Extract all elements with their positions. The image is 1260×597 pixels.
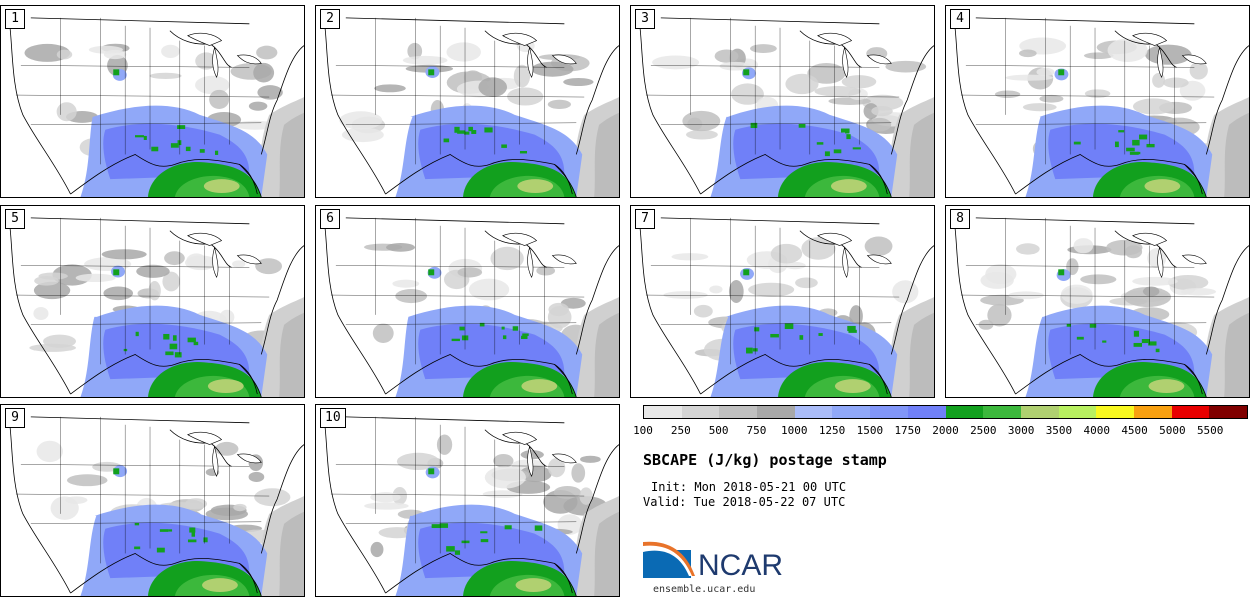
conus-map-icon — [953, 17, 1249, 197]
conus-map-icon — [8, 416, 304, 596]
panel-number-label: 4 — [950, 9, 970, 29]
colorbar-segment-6 — [870, 406, 908, 418]
ensemble-member-panel-8: 8 — [945, 205, 1250, 398]
ensemble-member-panel-2: 2 — [315, 5, 620, 198]
ensemble-member-panel-5: 5 — [0, 205, 305, 398]
panel-number-label: 2 — [320, 9, 340, 29]
panel-number-label: 7 — [635, 209, 655, 229]
colorbar-segment-9 — [983, 406, 1021, 418]
init-time: Init: Mon 2018-05-21 00 UTC — [651, 480, 847, 494]
conus-map-icon — [8, 17, 304, 197]
ensemble-member-panel-6: 6 — [315, 205, 620, 398]
colorbar-tick-label: 100 — [633, 424, 653, 437]
panel-number-label: 5 — [5, 209, 25, 229]
panel-number-label: 9 — [5, 408, 25, 428]
colorbar-tick-label: 3000 — [1007, 424, 1035, 437]
ensemble-member-panel-7: 7 — [630, 205, 935, 398]
colorbar-segment-12 — [1096, 406, 1134, 418]
panel-number-label: 6 — [320, 209, 340, 229]
colorbar-segment-0 — [644, 406, 682, 418]
ensemble-member-panel-10: 10 — [315, 404, 620, 597]
ncar-logo-text: NCAR — [698, 549, 784, 582]
panel-number-label: 10 — [320, 408, 346, 428]
colorbar-tick-label: 4500 — [1121, 424, 1148, 437]
conus-map-icon — [323, 416, 619, 596]
conus-map-icon — [8, 217, 304, 397]
panel-number-label: 8 — [950, 209, 970, 229]
colorbar-segment-10 — [1020, 406, 1059, 418]
colorbar-segment-11 — [1058, 406, 1097, 418]
colorbar-tick-labels: 100 250 500 750 1000 1250 1500 1750 2000 2500 3000… — [633, 424, 1253, 438]
ensemble-member-panel-1: 1 — [0, 5, 305, 198]
panel-number-label: 1 — [5, 9, 25, 29]
colorbar-segment-13 — [1133, 406, 1172, 418]
colorbar-tick-label: 1250 — [818, 424, 846, 437]
conus-map-icon — [953, 217, 1249, 397]
conus-map-icon — [638, 217, 934, 397]
colorbar-tick-label: 4000 — [1083, 424, 1111, 437]
conus-map-icon — [638, 17, 934, 197]
colorbar-tick-label: 3500 — [1045, 424, 1073, 437]
colorbar-tick-label: 750 — [746, 424, 767, 437]
colorbar-segment-14 — [1171, 406, 1210, 418]
colorbar-tick-label: 500 — [708, 424, 729, 437]
colorbar-segment-3 — [757, 406, 795, 418]
conus-map-icon — [323, 217, 619, 397]
colorbar-tick-label: 5500 — [1196, 424, 1224, 437]
colorbar-segment-2 — [719, 406, 758, 418]
colorbar-tick-label: 5000 — [1159, 424, 1186, 437]
page-title: SBCAPE (J/kg) postage stamp — [643, 451, 887, 469]
valid-time: Valid: Tue 2018-05-22 07 UTC — [643, 495, 846, 509]
colorbar-segment-7 — [907, 406, 946, 418]
colorbar-segment-8 — [945, 406, 984, 418]
colorbar-segment-15 — [1209, 406, 1247, 418]
ensemble-member-panel-3: 3 — [630, 5, 935, 198]
colorbar-segment-5 — [832, 406, 871, 418]
colorbar-tick-label: 1750 — [894, 424, 921, 437]
conus-map-icon — [323, 17, 619, 197]
colorbar-tick-label: 2000 — [932, 424, 959, 437]
colorbar-tick-label: 250 — [670, 424, 691, 437]
panel-number-label: 3 — [635, 9, 655, 29]
colorbar-tick-label: 1500 — [856, 424, 884, 437]
colorbar-segment-4 — [794, 406, 833, 418]
colorbar-segment-1 — [681, 406, 720, 418]
ncar-logo-icon — [643, 541, 695, 578]
ensemble-member-panel-4: 4 — [945, 5, 1250, 198]
colorbar-tick-label: 1000 — [781, 424, 808, 437]
ensemble-member-panel-9: 9 — [0, 404, 305, 597]
colorbar-tick-label: 2500 — [970, 424, 997, 437]
colorbar — [643, 405, 1248, 419]
source-url: ensemble.ucar.edu — [653, 584, 756, 595]
